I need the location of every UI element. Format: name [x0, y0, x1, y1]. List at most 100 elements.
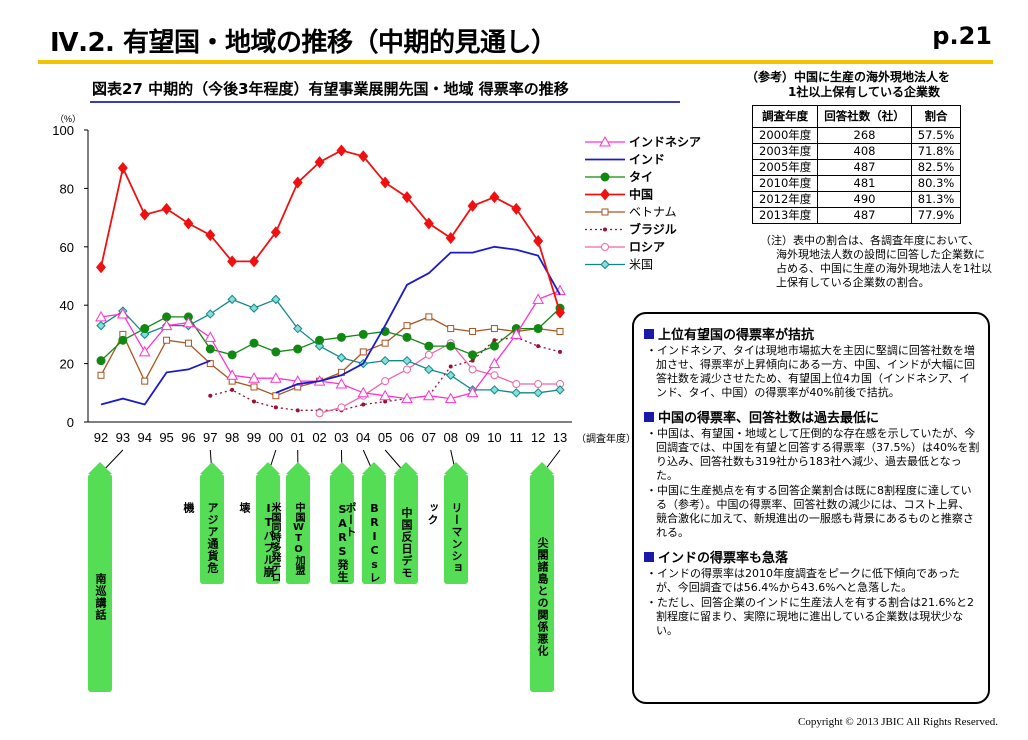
data-point — [533, 388, 543, 398]
data-point — [95, 310, 107, 322]
data-point — [555, 385, 565, 395]
data-point — [227, 294, 237, 305]
event-label: 尖閣諸島との関係悪化 — [530, 462, 554, 692]
legend-label: 米国 — [629, 258, 653, 272]
data-point — [510, 328, 523, 339]
y-tick-label: 100 — [52, 123, 74, 138]
data-point — [468, 350, 478, 360]
data-point — [424, 364, 434, 375]
data-point — [601, 208, 609, 216]
data-point — [204, 331, 217, 342]
data-point — [359, 348, 367, 356]
y-tick-label: 60 — [60, 240, 74, 255]
reference-cell-ratio: 77.9% — [910, 207, 962, 224]
data-point — [489, 385, 500, 395]
x-tick-label: 05 — [378, 430, 392, 445]
data-point — [162, 312, 172, 322]
event-label: 中国反日デモ — [394, 462, 418, 584]
data-point — [118, 335, 128, 345]
data-point — [138, 345, 151, 357]
copyright: Copyright © 2013 JBIC All Rights Reserve… — [798, 716, 998, 728]
data-point — [489, 341, 499, 351]
data-point — [315, 409, 324, 418]
data-point — [139, 208, 150, 221]
x-tick-label: 00 — [269, 430, 283, 445]
data-point — [337, 403, 346, 412]
reference-cell-count: 487 — [817, 159, 912, 176]
data-point — [512, 380, 521, 389]
data-point — [335, 378, 348, 389]
data-point — [96, 261, 106, 274]
y-tick-label: 80 — [60, 181, 74, 196]
legend-label: タイ — [629, 170, 653, 184]
x-tick-label: 92 — [94, 430, 108, 445]
data-point — [380, 176, 391, 189]
data-point — [401, 392, 413, 404]
x-tick-label: 10 — [487, 430, 501, 445]
series-line — [100, 149, 561, 313]
reference-cell-year: 2010年度 — [751, 175, 819, 192]
y-tick-label: 40 — [60, 298, 74, 313]
reference-cell-ratio: 57.5% — [910, 127, 962, 144]
data-point — [250, 383, 258, 391]
page-number: p.21 — [932, 22, 992, 50]
data-point — [361, 402, 366, 407]
reference-title-line1: （参考）中国に生産の海外現地法人を — [746, 70, 951, 84]
commentary-bullet: ・中国に生産拠点を有する回答企業割合は既に8割程度に達している（参考）。中国の得… — [646, 484, 974, 539]
data-point — [600, 259, 610, 270]
data-point — [470, 358, 475, 363]
data-point — [249, 303, 259, 313]
x-tick-label: 99 — [247, 430, 261, 445]
data-point — [252, 399, 256, 404]
data-point — [97, 371, 105, 379]
x-tick-label: 13 — [553, 430, 567, 445]
data-point — [600, 172, 610, 182]
data-point — [445, 232, 456, 245]
reference-table-row: 2010年度 481 80.3% — [751, 175, 962, 192]
data-point — [467, 199, 478, 212]
x-axis-label: （調査年度） — [576, 432, 636, 445]
data-point — [227, 350, 237, 360]
data-point — [205, 344, 215, 354]
legend-label: インド — [629, 153, 665, 167]
data-point — [381, 339, 389, 347]
data-point — [208, 393, 213, 398]
data-point — [558, 349, 562, 354]
legend-label: ブラジル — [629, 222, 677, 237]
data-point — [488, 357, 501, 369]
data-point — [403, 365, 411, 374]
data-point — [271, 347, 281, 357]
square-bullet-icon — [644, 552, 654, 562]
reference-cell-ratio: 82.5% — [910, 159, 962, 176]
data-point — [423, 389, 435, 401]
reference-header-ratio: 割合 — [910, 105, 962, 128]
data-point — [117, 161, 128, 174]
commentary-heading: 上位有望国の得票率が拮抗 — [644, 324, 980, 343]
title-rule — [38, 60, 993, 64]
data-point — [163, 336, 171, 344]
data-point — [205, 309, 215, 319]
x-tick-label: 11 — [510, 430, 524, 445]
data-point — [490, 325, 498, 333]
data-point — [599, 135, 611, 147]
data-point — [447, 325, 455, 333]
x-tick-label: 09 — [465, 430, 479, 445]
data-point — [358, 329, 368, 339]
event-label: BRICsレポート — [344, 462, 386, 584]
series-line — [100, 307, 561, 362]
reference-table-row: 2005年度 487 82.5% — [751, 159, 962, 176]
data-point — [184, 339, 192, 347]
data-point — [446, 341, 456, 351]
data-point — [383, 399, 388, 404]
data-point — [226, 369, 238, 380]
reference-cell-count: 481 — [817, 175, 912, 192]
data-point — [444, 392, 457, 404]
commentary-section: 上位有望国の得票率が拮抗 ・インドネシア、タイは現地市場拡大を主因に堅調に回答社数… — [644, 324, 980, 400]
reference-note-rest: 海外現地法人数の設問に回答した企業数に占める、中国に生産の海外現地法人を1社以上… — [776, 248, 992, 289]
data-point — [603, 227, 607, 232]
event-label: 南巡講話 — [88, 462, 112, 692]
reference-cell-count: 487 — [817, 207, 912, 224]
data-point — [448, 364, 453, 369]
reference-note-prefix: （注）表中の割合は、各調査年度において、 — [760, 234, 980, 247]
